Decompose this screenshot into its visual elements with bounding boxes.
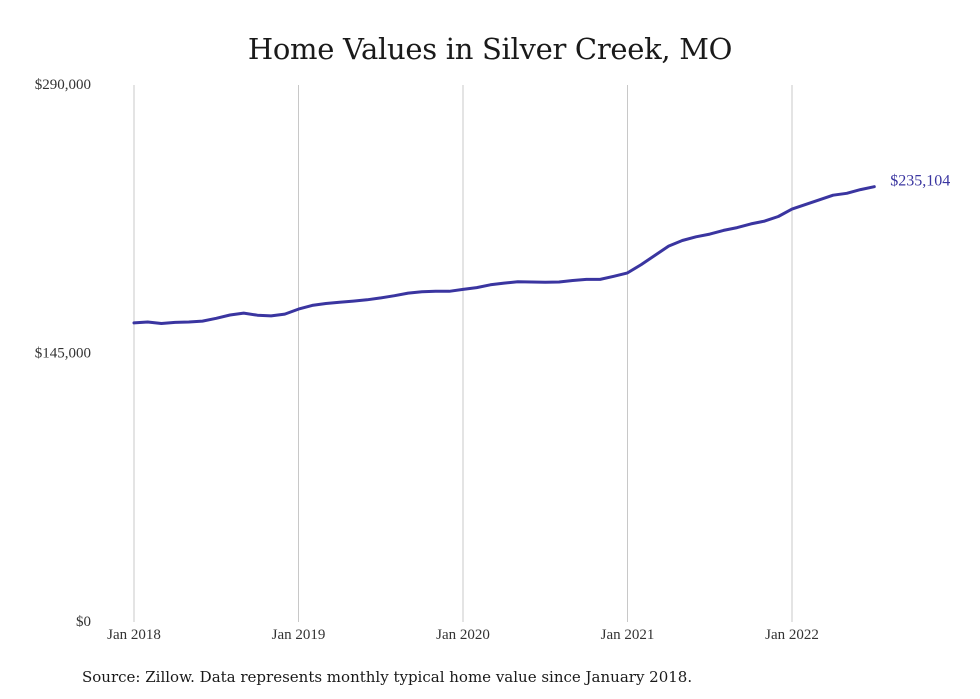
x-axis-ticks: Jan 2018 Jan 2019 Jan 2020 Jan 2021 Jan 2022 xyxy=(107,627,819,643)
vertical-gridlines xyxy=(133,85,793,622)
x-tick-label: Jan 2022 xyxy=(765,627,819,643)
x-tick-label: Jan 2018 xyxy=(107,627,161,643)
y-axis-ticks: $0 $145,000 $290,000 xyxy=(35,77,91,630)
y-tick-label: $145,000 xyxy=(35,346,91,362)
end-value-label: $235,104 xyxy=(890,173,950,190)
series-line xyxy=(132,185,876,325)
y-tick-label: $290,000 xyxy=(35,77,91,93)
y-tick-label: $0 xyxy=(76,614,91,630)
series-layer: $235,104 xyxy=(132,173,950,325)
x-tick-label: Jan 2020 xyxy=(436,627,490,643)
chart-title: Home Values in Silver Creek, MO xyxy=(247,32,733,66)
source-note: Source: Zillow. Data represents monthly … xyxy=(82,668,693,686)
x-tick-label: Jan 2021 xyxy=(601,627,655,643)
x-tick-label: Jan 2019 xyxy=(272,627,326,643)
